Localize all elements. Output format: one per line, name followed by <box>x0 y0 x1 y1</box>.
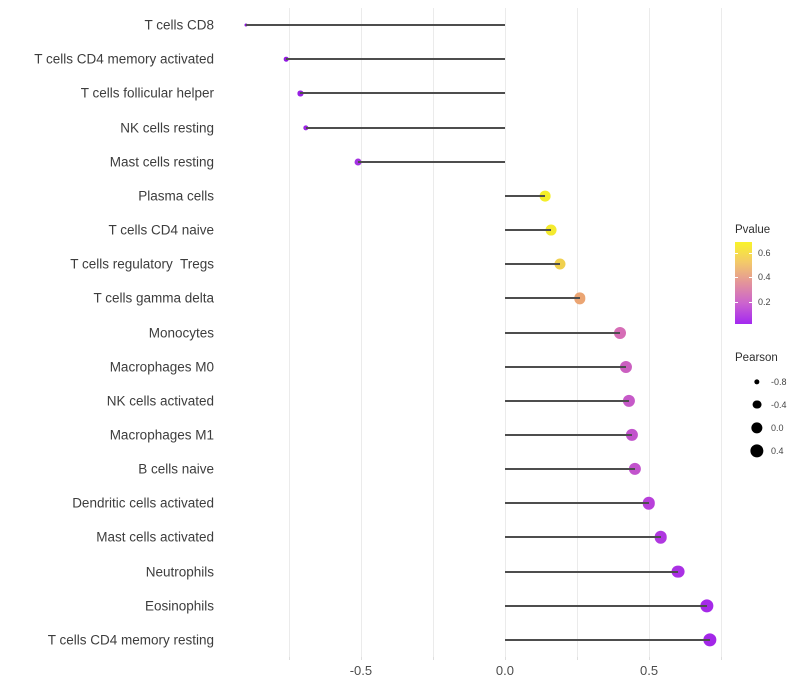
stem-line <box>504 502 650 505</box>
x-tick-label: 0.5 <box>639 663 659 678</box>
pearson-legend-dot <box>750 443 764 458</box>
stem-line <box>504 399 629 402</box>
pvalue-colorbar-wrap: 0.6 0.4 0.2 <box>735 242 795 324</box>
stem-line <box>504 365 626 368</box>
pvalue-legend-title: Pvalue <box>735 224 771 236</box>
stem-line <box>504 194 546 197</box>
category-label: Monocytes <box>148 325 214 340</box>
pearson-legend-row: 0.4 <box>735 439 800 462</box>
data-point-dot <box>614 326 627 339</box>
data-point-dot <box>622 394 635 407</box>
legend: Pvalue 0.6 0.4 0.2 Pearson -0.8 -0.4 0.0 0.4 <box>735 224 800 462</box>
stem-line <box>504 263 560 266</box>
data-point-dot <box>628 463 641 476</box>
pearson-legend-label: 0.4 <box>771 445 784 456</box>
stem-line <box>504 536 661 539</box>
category-label: NK cells activated <box>106 393 214 409</box>
pvalue-tick-label: 0.4 <box>758 272 771 283</box>
pvalue-tick-mark <box>735 277 738 279</box>
category-label: Macrophages M1 <box>109 427 214 443</box>
stem-line <box>358 160 505 163</box>
category-label: T cells follicular helper <box>80 85 214 101</box>
pvalue-tick-mark <box>749 253 752 254</box>
stem-line <box>504 331 621 334</box>
category-label: Macrophages M0 <box>109 359 214 375</box>
gridline <box>360 8 362 657</box>
gridline <box>649 8 651 657</box>
pearson-legend-label: -0.4 <box>771 399 787 410</box>
pearson-legend-row: 0.0 <box>735 416 800 439</box>
stem-line <box>285 58 505 61</box>
pearson-legend-label: -0.8 <box>771 376 787 387</box>
axis-tick <box>360 657 362 660</box>
pvalue-tick-label: 0.6 <box>758 248 771 258</box>
category-label: Mast cells resting <box>109 154 214 170</box>
axis-tick <box>649 657 651 660</box>
pvalue-color-legend: Pvalue 0.6 0.4 0.2 <box>735 224 800 324</box>
category-label: T cells gamma delta <box>93 290 214 306</box>
pearson-size-rows: -0.8 -0.4 0.0 0.4 <box>735 370 800 462</box>
data-point-dot <box>545 224 557 236</box>
category-label: Mast cells activated <box>96 529 214 545</box>
stem-line <box>504 638 710 641</box>
plot-panel <box>222 8 728 660</box>
category-label: T cells CD4 memory activated <box>34 51 214 67</box>
data-point-dot <box>574 292 586 305</box>
category-label: Plasma cells <box>138 188 214 204</box>
stem-line <box>504 604 707 607</box>
x-tick-label: 0.0 <box>495 663 514 678</box>
pearson-size-legend: Pearson -0.8 -0.4 0.0 0.4 <box>735 352 800 462</box>
data-point-dot <box>539 190 551 202</box>
category-label: T cells CD4 memory resting <box>47 632 214 648</box>
gridline <box>288 8 290 657</box>
pearson-legend-dot <box>751 421 763 434</box>
data-point-dot <box>625 428 638 442</box>
pvalue-tick-mark <box>749 277 752 279</box>
pearson-legend-row: -0.8 <box>735 370 800 393</box>
gridline <box>721 8 723 657</box>
data-point-dot <box>671 565 685 579</box>
pearson-legend-label: 0.0 <box>771 422 784 433</box>
pearson-legend-dot <box>752 400 762 409</box>
category-label: B cells naive <box>138 461 214 477</box>
pvalue-tick-label: 0.2 <box>758 296 771 307</box>
pearson-legend-dot <box>754 378 760 385</box>
category-label: Neutrophils <box>145 564 214 580</box>
stem-line <box>504 570 678 573</box>
category-label: NK cells resting <box>120 120 214 136</box>
pvalue-colorbar <box>735 242 752 324</box>
axis-tick <box>504 657 506 660</box>
data-point-dot <box>700 599 714 613</box>
axis-tick <box>721 657 723 660</box>
stem-line <box>245 24 505 27</box>
category-label: T cells CD8 <box>144 17 214 33</box>
pearson-legend-title: Pearson <box>735 352 778 364</box>
stem-line <box>300 92 505 95</box>
data-point-dot <box>554 258 566 270</box>
stem-line <box>306 126 505 129</box>
category-label: Dendritic cells activated <box>72 495 214 511</box>
gridline <box>432 8 434 657</box>
axis-tick <box>432 657 434 660</box>
stem-line <box>504 433 632 436</box>
stem-line <box>504 468 635 471</box>
data-point-dot <box>702 633 717 647</box>
stem-line <box>504 297 580 300</box>
x-tick-label: -0.5 <box>349 663 373 678</box>
category-label: Eosinophils <box>144 598 214 614</box>
pearson-legend-row: -0.4 <box>735 393 800 416</box>
stem-line <box>504 229 552 232</box>
pvalue-tick-mark <box>749 301 752 303</box>
category-label: T cells CD4 naive <box>108 222 214 238</box>
axis-tick <box>577 657 578 660</box>
category-label: T cells regulatory Tregs <box>70 256 214 272</box>
pvalue-tick-mark <box>735 301 738 303</box>
data-point-dot <box>654 531 667 544</box>
pvalue-tick-mark <box>735 253 738 254</box>
data-point-dot <box>619 360 633 373</box>
axis-tick <box>288 657 290 660</box>
data-point-dot <box>642 497 656 510</box>
